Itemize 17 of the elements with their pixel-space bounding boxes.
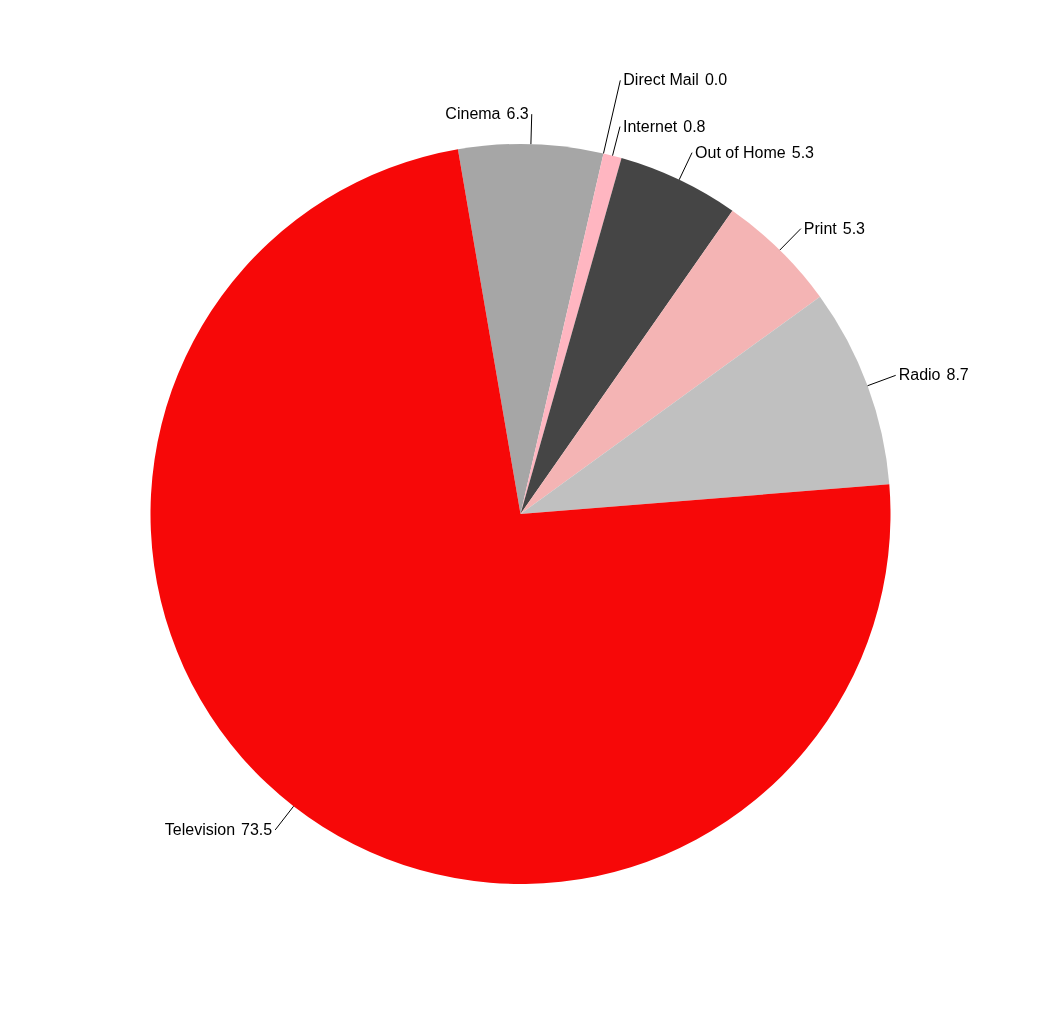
slice-label: Out of Home <box>695 143 786 161</box>
data-label: 0.8 <box>683 117 706 135</box>
data-label: 5.3 <box>791 143 815 161</box>
pie-slice <box>520 158 733 514</box>
slice-label: Radio <box>898 366 941 384</box>
slice-label: Internet <box>623 117 678 135</box>
slice-label: Television <box>164 820 236 838</box>
data-label: 6.3 <box>506 105 529 123</box>
pie-slice <box>457 144 604 514</box>
slice-label: Cinema <box>445 105 501 123</box>
category-label: Direct Mail <box>623 71 699 89</box>
data-label: 8.7 <box>946 366 969 384</box>
slice-label: Print <box>803 219 838 237</box>
text: 0.0 <box>704 71 728 89</box>
data-label: 73.5 <box>241 820 273 838</box>
data-label: 5.3 <box>842 219 866 237</box>
pie-slice <box>520 296 890 514</box>
